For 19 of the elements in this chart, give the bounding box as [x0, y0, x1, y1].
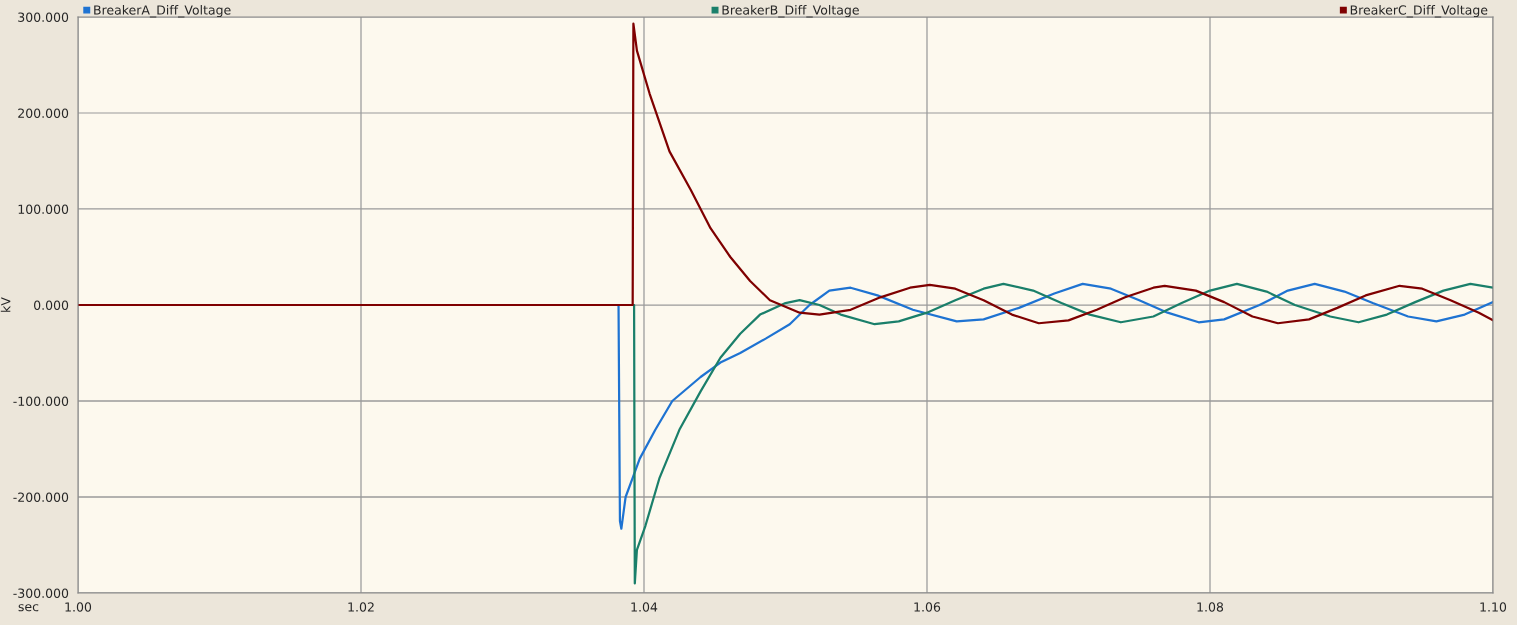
y-tick-label: -100.000: [13, 396, 69, 406]
legend-label: BreakerA_Diff_Voltage: [94, 5, 231, 18]
x-axis-title: sec: [18, 604, 39, 612]
line-series: [78, 22, 1493, 325]
legend-label: BreakerB_Diff_Voltage: [722, 5, 859, 18]
x-tick-label: 1.08: [1197, 602, 1224, 612]
y-tick-label: -200.000: [13, 492, 69, 502]
x-tick-label: 1.10: [1480, 602, 1507, 612]
y-tick-label: 200.000: [18, 108, 69, 118]
y-axis-title: kV: [0, 297, 11, 312]
x-tick-label: 1.06: [914, 602, 941, 612]
y-tick-label: 0.000: [34, 300, 69, 310]
x-tick-label: 1.04: [631, 602, 658, 612]
y-tick-label: 300.000: [18, 12, 69, 22]
x-tick-label: 1.00: [65, 602, 92, 612]
x-tick-label: 1.02: [348, 602, 374, 612]
y-tick-label: -300.000: [13, 588, 69, 598]
y-tick-label: 100.000: [18, 204, 69, 214]
legend-label: BreakerC_Diff_Voltage: [1350, 5, 1488, 18]
